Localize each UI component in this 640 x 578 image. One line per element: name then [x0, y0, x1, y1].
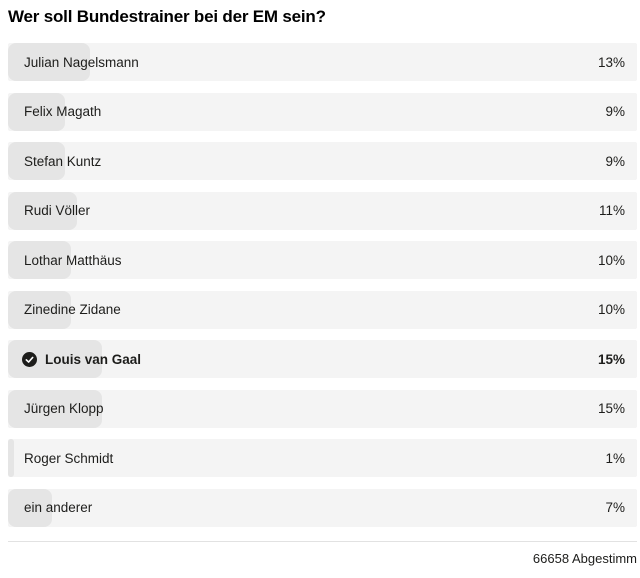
- option-label-group: Felix Magath: [8, 104, 101, 119]
- option-label-group: Jürgen Klopp: [8, 401, 104, 416]
- poll-option-row[interactable]: Stefan Kuntz 9%: [8, 142, 637, 180]
- option-label-group: ein anderer: [8, 500, 92, 515]
- option-label-group: Rudi Völler: [8, 203, 90, 218]
- option-label: Jürgen Klopp: [24, 401, 104, 416]
- poll-option-row[interactable]: Zinedine Zidane 10%: [8, 290, 637, 329]
- poll-widget: Wer soll Bundestrainer bei der EM sein? …: [8, 7, 637, 566]
- option-label-group: Zinedine Zidane: [8, 302, 121, 317]
- option-percent: 13%: [597, 54, 625, 70]
- result-bar: [8, 290, 71, 329]
- option-label: Louis van Gaal: [45, 351, 142, 367]
- option-label: Stefan Kuntz: [24, 153, 102, 169]
- option-percent: 11%: [598, 203, 625, 218]
- result-bar: [8, 92, 65, 131]
- poll-option-row[interactable]: Julian Nagelsmann 13%: [8, 43, 637, 81]
- poll-option-row[interactable]: Louis van Gaal 15%: [8, 340, 637, 378]
- result-bar: [8, 389, 103, 428]
- option-label: Julian Nagelsmann: [24, 54, 139, 70]
- result-bar: [8, 191, 78, 230]
- option-percent: 15%: [597, 401, 625, 416]
- total-votes-label: 66658 Abgestimm: [532, 550, 637, 566]
- option-percent: 9%: [605, 153, 625, 169]
- option-label-group: Louis van Gaal: [8, 351, 142, 367]
- option-label-group: Lothar Matthäus: [8, 253, 122, 268]
- poll-title: Wer soll Bundestrainer bei der EM sein?: [8, 7, 326, 26]
- result-bar: [8, 241, 71, 279]
- option-percent: 9%: [605, 104, 625, 119]
- option-percent: 10%: [597, 302, 625, 317]
- option-label: Zinedine Zidane: [24, 302, 121, 317]
- result-bar: [8, 488, 53, 527]
- result-bar: [8, 43, 90, 81]
- option-label-group: Julian Nagelsmann: [8, 55, 139, 70]
- poll-option-row[interactable]: Jürgen Klopp 15%: [8, 389, 637, 428]
- option-label: Roger Schmidt: [24, 450, 114, 466]
- option-label-group: Roger Schmidt: [8, 451, 113, 466]
- option-percent: 7%: [605, 500, 625, 515]
- poll-option-row[interactable]: ein anderer 7%: [8, 488, 637, 527]
- poll-options-list: Julian Nagelsmann 13% Felix Magath 9%: [8, 43, 637, 527]
- option-label: Rudi Völler: [24, 203, 91, 218]
- poll-option-row[interactable]: Rudi Völler 11%: [8, 191, 637, 230]
- option-label: Lothar Matthäus: [24, 252, 122, 268]
- result-bar: [8, 439, 15, 477]
- divider: [8, 540, 637, 542]
- option-label: Felix Magath: [24, 104, 102, 119]
- option-label-group: Stefan Kuntz: [8, 154, 101, 169]
- option-percent: 15%: [597, 351, 625, 367]
- poll-option-row[interactable]: Roger Schmidt 1%: [8, 439, 637, 477]
- option-percent: 1%: [605, 450, 625, 466]
- poll-option-row[interactable]: Felix Magath 9%: [8, 92, 637, 131]
- option-percent: 10%: [597, 252, 625, 268]
- poll-option-row[interactable]: Lothar Matthäus 10%: [8, 241, 637, 279]
- check-circle-icon: [22, 351, 37, 367]
- option-label: ein anderer: [24, 500, 93, 515]
- result-bar: [8, 142, 65, 180]
